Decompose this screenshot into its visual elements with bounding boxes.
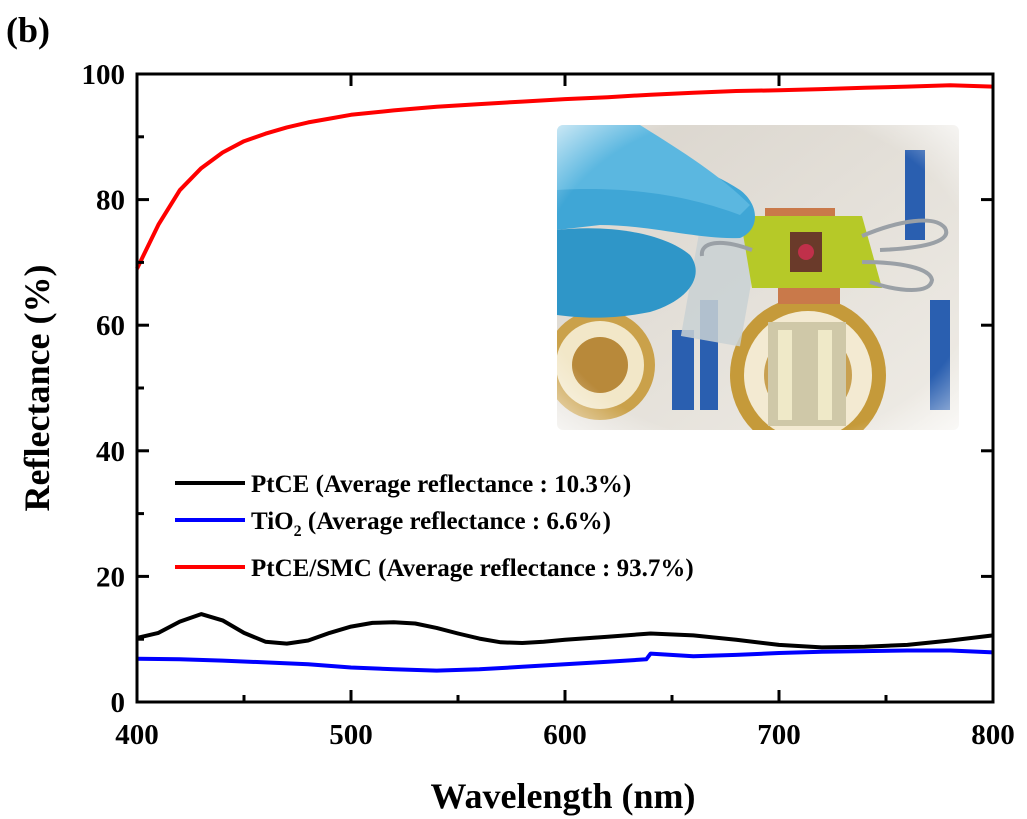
x-tick-label: 600 (543, 719, 587, 751)
ticks-layer: 400 500 600 700 800 0 20 40 60 80 100 (82, 59, 1015, 751)
legend-label-ptce: PtCE (Average reflectance : 10.3%) (251, 471, 631, 498)
series-layer (135, 83, 994, 673)
y-tick-label: 40 (96, 436, 125, 468)
inset-photo (557, 125, 959, 430)
x-tick-label: 800 (971, 719, 1015, 751)
y-tick-label: 0 (111, 687, 126, 719)
series-line-2 (135, 83, 994, 270)
x-tick-label: 700 (757, 719, 801, 751)
x-axis-title: Wavelength (nm) (431, 776, 696, 816)
y-tick-label: 80 (96, 185, 125, 217)
legend-label-tio2-rest: (Average reflectance : 6.6%) (302, 508, 611, 535)
panel-label: (b) (6, 10, 50, 50)
legend-label-tio2: TiO2 (Average reflectance : 6.6%) (251, 508, 611, 540)
legend-label-ptce-smc: PtCE/SMC (Average reflectance : 93.7%) (251, 555, 694, 582)
y-axis-title: Reflectance (%) (17, 265, 57, 512)
legend-label-tio2-sub: 2 (294, 523, 302, 540)
x-tick-label: 400 (115, 719, 159, 751)
x-tick-label: 500 (329, 719, 373, 751)
series-line-1 (136, 648, 994, 673)
legend: PtCE (Average reflectance : 10.3%) TiO2 … (175, 471, 694, 582)
y-tick-label: 20 (96, 561, 125, 593)
legend-label-tio2-main: TiO (251, 508, 294, 535)
y-tick-label: 60 (96, 310, 125, 342)
series-line-0 (136, 612, 994, 650)
y-tick-label: 100 (82, 59, 126, 91)
